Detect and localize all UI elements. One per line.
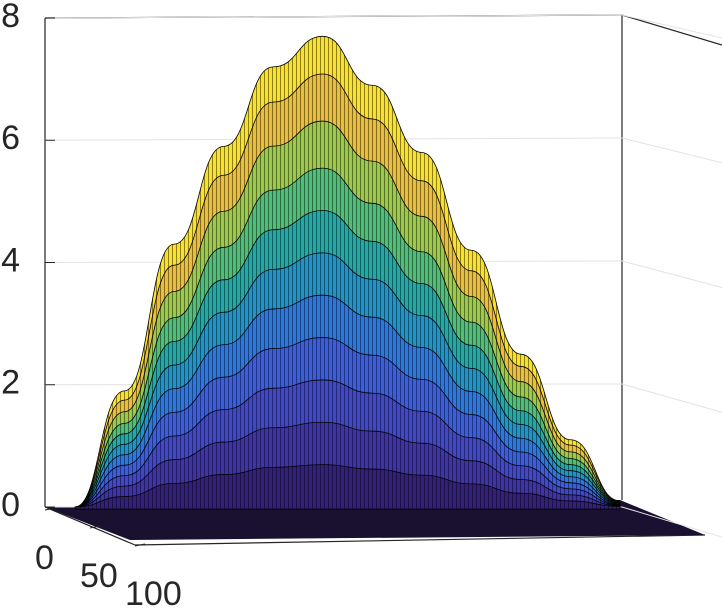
y-tick-label: 0 [35, 539, 54, 577]
z-tick-label: 4 [1, 241, 20, 279]
z-tick-label: 0 [1, 486, 20, 524]
y-tick-label: 100 [125, 575, 182, 613]
z-tick-label: 2 [1, 364, 20, 402]
z-tick-label: 8 [1, 0, 20, 35]
y-tick [134, 543, 146, 547]
y-tick [44, 507, 56, 511]
surface-mesh [75, 36, 620, 510]
y-tick [89, 525, 101, 529]
grid-line [44, 14, 623, 19]
y-tick-label: 50 [80, 557, 118, 595]
grid-line [621, 137, 722, 164]
grid-line [621, 506, 722, 538]
grid-line [621, 383, 722, 413]
grid-line [621, 14, 722, 39]
floor [45, 500, 705, 540]
grid-line [621, 260, 722, 288]
surface [74, 35, 621, 510]
z-tick-label: 6 [1, 119, 20, 157]
